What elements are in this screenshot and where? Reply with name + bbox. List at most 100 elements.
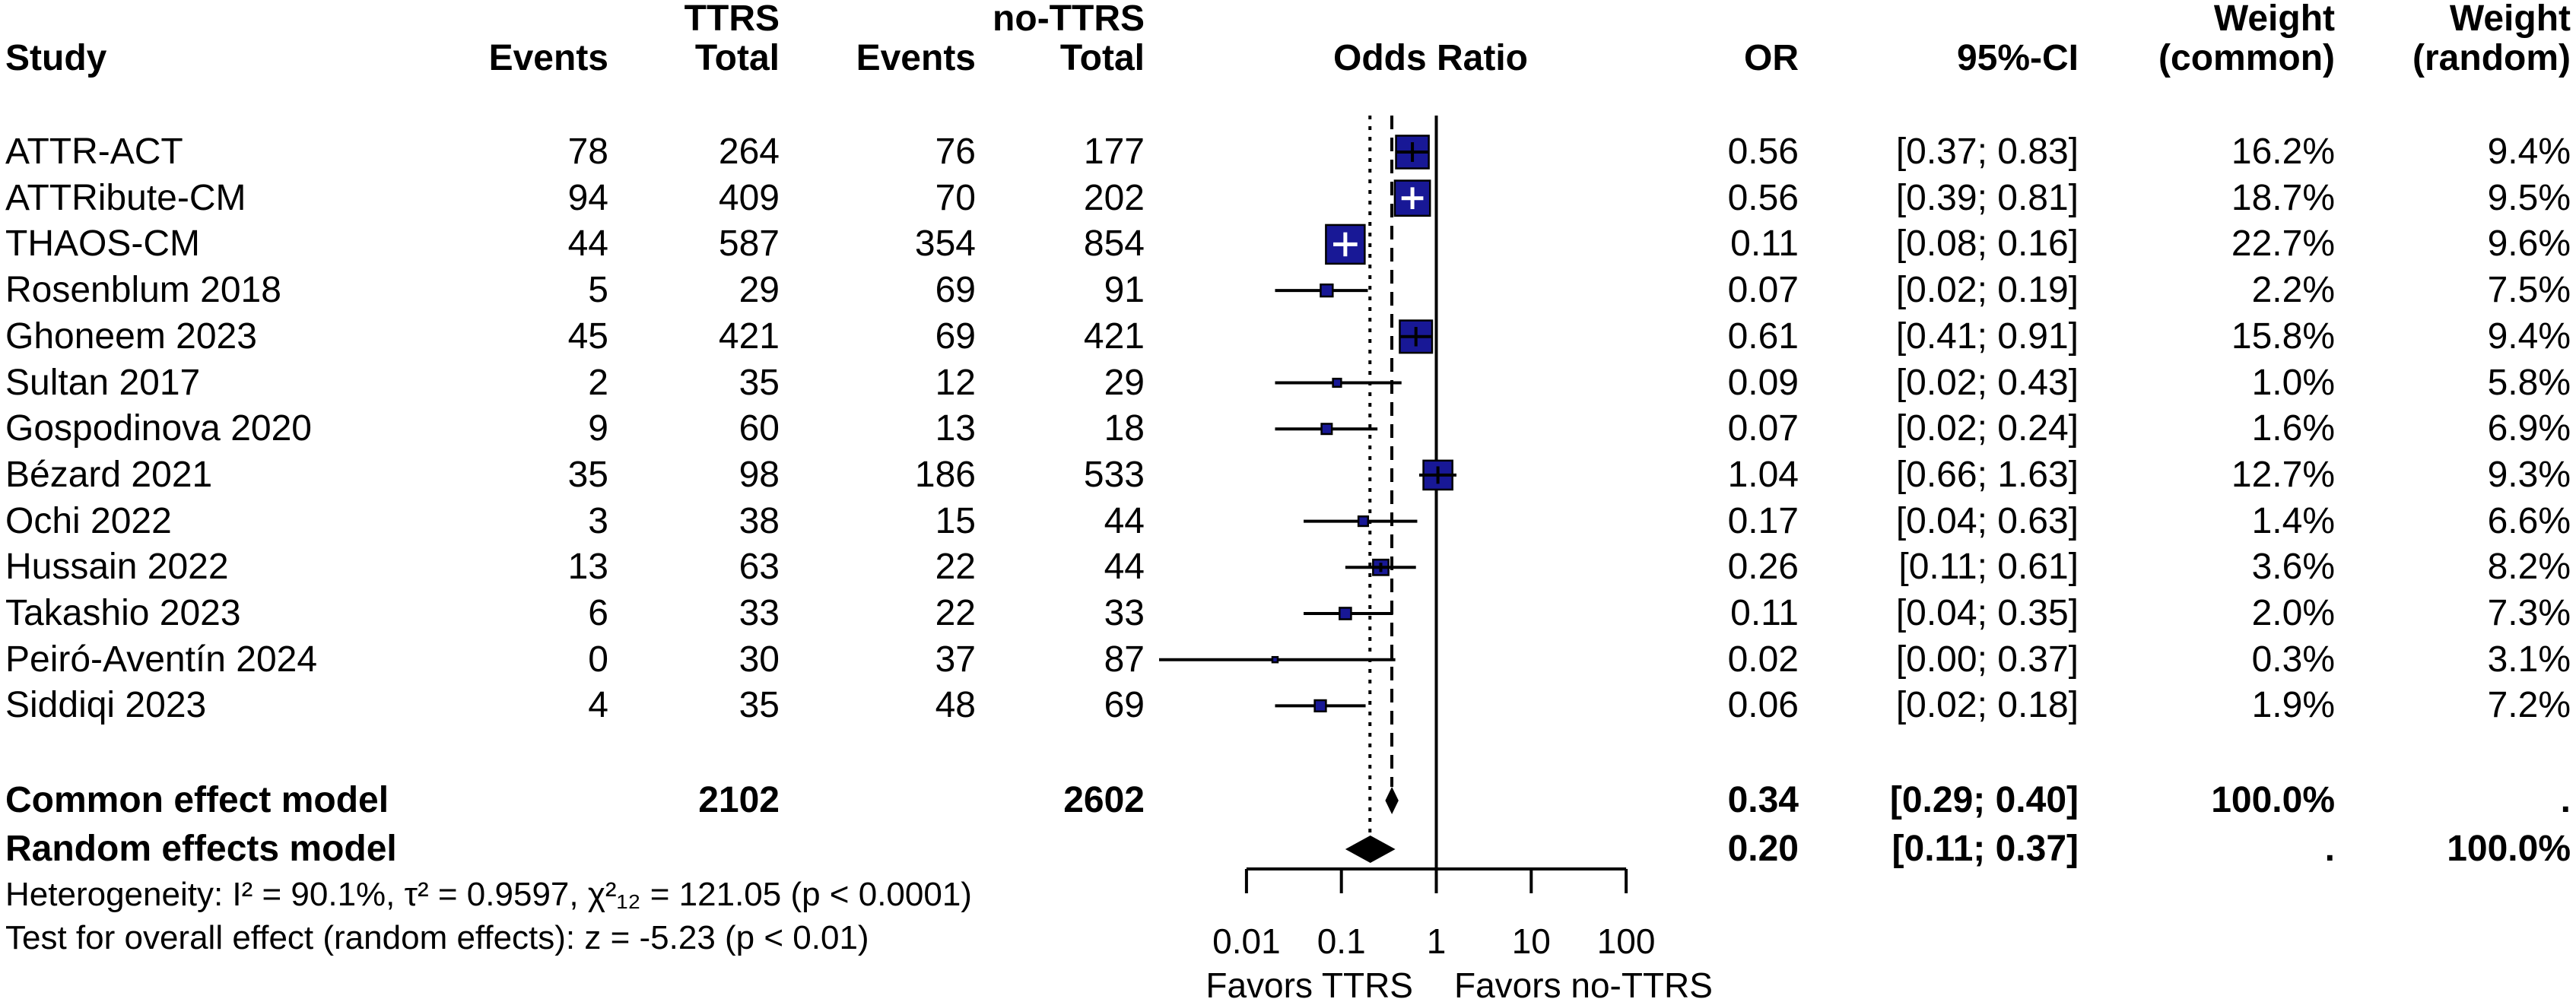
favors-nottrs-label: Favors no-TTRS: [1454, 966, 1713, 1002]
total-ttrs-value: 98: [738, 455, 780, 495]
header-total-nottrs: Total: [1059, 38, 1145, 78]
total-ttrs-value: 421: [718, 316, 780, 357]
events-nottrs-value: 15: [935, 501, 976, 541]
study-name: Gospodinova 2020: [5, 408, 312, 449]
overall-effect-test: Test for overall effect (random effects)…: [5, 919, 869, 956]
events-nottrs-value: 37: [935, 639, 976, 680]
events-ttrs-value: 0: [588, 639, 608, 680]
study-name: THAOS-CM: [5, 224, 200, 264]
header-weight-common-1: Weight: [2213, 0, 2335, 39]
ci-value: [0.00; 0.37]: [1895, 639, 2079, 680]
total-nottrs-value: 177: [1083, 132, 1145, 172]
total-ttrs-value: 587: [718, 224, 780, 264]
total-ttrs-value: 29: [738, 270, 780, 310]
events-ttrs-value: 3: [588, 501, 608, 541]
study-name: Peiró-Aventín 2024: [5, 639, 318, 680]
events-nottrs-value: 22: [935, 547, 976, 587]
weight-common-value: 18.7%: [2231, 178, 2335, 218]
weight-random-value: 6.9%: [2487, 408, 2571, 449]
weight-random-value: 7.2%: [2487, 685, 2571, 725]
header-group-nottrs: no-TTRS: [993, 0, 1145, 39]
ci-value: [0.08; 0.16]: [1895, 224, 2079, 264]
or-value: 0.11: [1730, 593, 1799, 633]
header-weight-common-2: (common): [2158, 38, 2335, 78]
weight-square: [1271, 655, 1279, 664]
header-odds-ratio: Odds Ratio: [1332, 38, 1529, 78]
total-nottrs-value: 33: [1104, 593, 1145, 633]
ci-value: [0.39; 0.81]: [1895, 178, 2079, 218]
random-effects-diamond: [1345, 836, 1396, 863]
weight-random-value: 9.4%: [2487, 132, 2571, 172]
study-name: Takashio 2023: [5, 593, 241, 633]
weight-common-value: 1.0%: [2251, 363, 2335, 403]
ci-value: [0.11; 0.61]: [1898, 547, 2079, 587]
weight-random-value: 7.3%: [2487, 593, 2571, 633]
events-nottrs-value: 22: [935, 593, 976, 633]
x-axis-tick-label: 100: [1597, 921, 1656, 961]
random-effects-or: 0.20: [1727, 829, 1799, 869]
study-name: Sultan 2017: [5, 363, 201, 403]
ci-value: [0.02; 0.18]: [1895, 685, 2079, 725]
weight-square: [1320, 283, 1334, 298]
weight-common-value: 22.7%: [2231, 224, 2335, 264]
or-value: 0.02: [1727, 639, 1799, 680]
events-ttrs-value: 6: [588, 593, 608, 633]
common-effect-total-nottrs: 2602: [1063, 780, 1145, 820]
weight-random-value: 9.6%: [2487, 224, 2571, 264]
events-ttrs-value: 5: [588, 270, 608, 310]
or-value: 0.56: [1727, 132, 1799, 172]
study-name: ATTR-ACT: [5, 132, 183, 172]
header-events-nottrs: Events: [856, 38, 976, 78]
x-axis-tick-label: 10: [1512, 921, 1551, 961]
total-ttrs-value: 264: [718, 132, 780, 172]
or-value: 0.17: [1727, 501, 1799, 541]
common-effect-or: 0.34: [1727, 780, 1799, 820]
total-nottrs-value: 44: [1104, 547, 1145, 587]
weight-random-value: 9.3%: [2487, 455, 2571, 495]
header-ci: 95%-CI: [1956, 38, 2079, 78]
total-nottrs-value: 854: [1083, 224, 1145, 264]
or-value: 0.07: [1727, 270, 1799, 310]
events-ttrs-value: 9: [588, 408, 608, 449]
or-value: 0.06: [1727, 685, 1799, 725]
header-study: Study: [5, 38, 107, 78]
total-ttrs-value: 35: [738, 363, 780, 403]
events-nottrs-value: 12: [935, 363, 976, 403]
weight-common-value: 2.2%: [2251, 270, 2335, 310]
study-name: ATTRibute-CM: [5, 178, 246, 218]
events-ttrs-value: 35: [567, 455, 608, 495]
study-name: Ochi 2022: [5, 501, 172, 541]
events-ttrs-value: 13: [567, 547, 608, 587]
common-effect-label: Common effect model: [5, 780, 389, 820]
weight-square: [1313, 699, 1327, 713]
weight-square: [1357, 515, 1370, 528]
weight-common-value: 16.2%: [2231, 132, 2335, 172]
weight-common-value: 15.8%: [2231, 316, 2335, 357]
weight-random-value: 5.8%: [2487, 363, 2571, 403]
weight-common-value: 1.6%: [2251, 408, 2335, 449]
total-nottrs-value: 202: [1083, 178, 1145, 218]
random-effects-weight-random: 100.0%: [2447, 829, 2571, 869]
ci-value: [0.02; 0.43]: [1895, 363, 2079, 403]
x-axis-tick-label: 0.01: [1212, 921, 1281, 961]
study-name: Siddiqi 2023: [5, 685, 207, 725]
events-nottrs-value: 76: [935, 132, 976, 172]
total-ttrs-value: 38: [738, 501, 780, 541]
ci-value: [0.41; 0.91]: [1895, 316, 2079, 357]
total-nottrs-value: 91: [1104, 270, 1145, 310]
events-ttrs-value: 94: [567, 178, 608, 218]
study-name: Rosenblum 2018: [5, 270, 281, 310]
common-effect-weight-random: .: [2560, 780, 2571, 820]
events-nottrs-value: 70: [935, 178, 976, 218]
total-ttrs-value: 33: [738, 593, 780, 633]
total-nottrs-value: 421: [1083, 316, 1145, 357]
total-nottrs-value: 44: [1104, 501, 1145, 541]
ci-value: [0.04; 0.63]: [1895, 501, 2079, 541]
header-events-ttrs: Events: [488, 38, 608, 78]
heterogeneity-stats: Heterogeneity: I² = 90.1%, τ² = 0.9597, …: [5, 876, 972, 913]
total-ttrs-value: 63: [738, 547, 780, 587]
weight-common-value: 0.3%: [2251, 639, 2335, 680]
or-value: 0.61: [1727, 316, 1799, 357]
events-ttrs-value: 78: [567, 132, 608, 172]
common-effect-diamond: [1385, 787, 1399, 814]
